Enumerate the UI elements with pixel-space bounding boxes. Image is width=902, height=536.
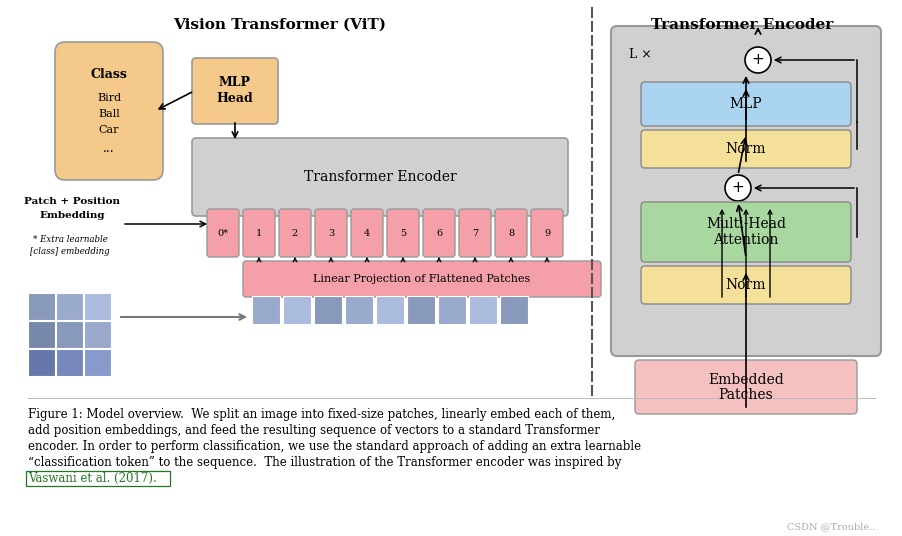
Bar [28,321,55,348]
Text: “classification token” to the sequence.  The illustration of the Transformer enc: “classification token” to the sequence. … [28,456,621,469]
Text: +: + [731,181,743,196]
Bar [500,296,528,324]
Bar [437,296,465,324]
Text: Head: Head [216,93,253,106]
Text: L ×: L × [629,48,651,61]
FancyBboxPatch shape [279,209,310,257]
Text: 7: 7 [472,228,477,237]
Bar [84,293,111,320]
Bar [314,296,342,324]
Text: 6: 6 [436,228,442,237]
FancyBboxPatch shape [315,209,346,257]
FancyBboxPatch shape [611,26,880,356]
Text: 4: 4 [364,228,370,237]
FancyBboxPatch shape [634,360,856,414]
Text: Car: Car [98,125,119,135]
Bar [56,349,83,376]
Text: 5: 5 [400,228,406,237]
Text: Norm: Norm [725,278,766,292]
Text: ...: ... [103,142,115,154]
Text: Vaswani et al. (2017).: Vaswani et al. (2017). [28,472,157,485]
FancyBboxPatch shape [494,209,527,257]
Text: 2: 2 [291,228,298,237]
Text: Attention: Attention [713,233,778,247]
Text: Vision Transformer (ViT): Vision Transformer (ViT) [173,18,386,32]
FancyBboxPatch shape [243,209,275,257]
Text: Patch + Position: Patch + Position [24,197,120,206]
Text: Linear Projection of Flattened Patches: Linear Projection of Flattened Patches [313,274,530,284]
Bar [252,296,280,324]
FancyBboxPatch shape [640,130,850,168]
FancyBboxPatch shape [387,209,419,257]
Text: 9: 9 [543,228,549,237]
FancyBboxPatch shape [640,202,850,262]
Text: add position embeddings, and feed the resulting sequence of vectors to a standar: add position embeddings, and feed the re… [28,424,599,437]
Bar [407,296,435,324]
Text: encoder. In order to perform classification, we use the standard approach of add: encoder. In order to perform classificat… [28,440,640,453]
Text: Class: Class [90,68,127,80]
Text: Transformer Encoder: Transformer Encoder [650,18,833,32]
Text: Embedded: Embedded [707,373,783,387]
FancyBboxPatch shape [640,82,850,126]
FancyBboxPatch shape [530,209,562,257]
Text: Multi-Head: Multi-Head [705,217,785,231]
Circle shape [744,47,770,73]
Text: 0*: 0* [217,228,228,237]
Bar [56,321,83,348]
FancyBboxPatch shape [192,58,278,124]
Text: 3: 3 [327,228,334,237]
Bar [282,296,310,324]
Text: CSDN @Trouble..: CSDN @Trouble.. [786,522,874,531]
FancyBboxPatch shape [192,138,567,216]
Text: 1: 1 [255,228,262,237]
FancyBboxPatch shape [458,209,491,257]
Text: MLP: MLP [219,77,251,90]
Text: Figure 1: Model overview.  We split an image into fixed-size patches, linearly e: Figure 1: Model overview. We split an im… [28,408,614,421]
Text: Embedding: Embedding [39,212,105,220]
Text: Transformer Encoder: Transformer Encoder [303,170,456,184]
Bar [28,349,55,376]
Text: +: + [750,53,763,68]
Text: 8: 8 [507,228,513,237]
Text: Bird: Bird [97,93,121,103]
FancyBboxPatch shape [351,209,382,257]
FancyBboxPatch shape [207,209,239,257]
Text: MLP: MLP [729,97,761,111]
Bar [468,296,496,324]
Text: Patches: Patches [718,388,772,402]
Text: Ball: Ball [98,109,120,119]
Bar [28,293,55,320]
FancyBboxPatch shape [422,209,455,257]
Circle shape [724,175,750,201]
Text: * Extra learnable: * Extra learnable [32,235,107,244]
FancyBboxPatch shape [243,261,601,297]
Bar [375,296,403,324]
Text: Norm: Norm [725,142,766,156]
FancyBboxPatch shape [55,42,163,180]
FancyBboxPatch shape [640,266,850,304]
Text: [class] embedding: [class] embedding [30,248,110,257]
Bar [84,349,111,376]
Bar [56,293,83,320]
Bar [84,321,111,348]
Bar [345,296,373,324]
